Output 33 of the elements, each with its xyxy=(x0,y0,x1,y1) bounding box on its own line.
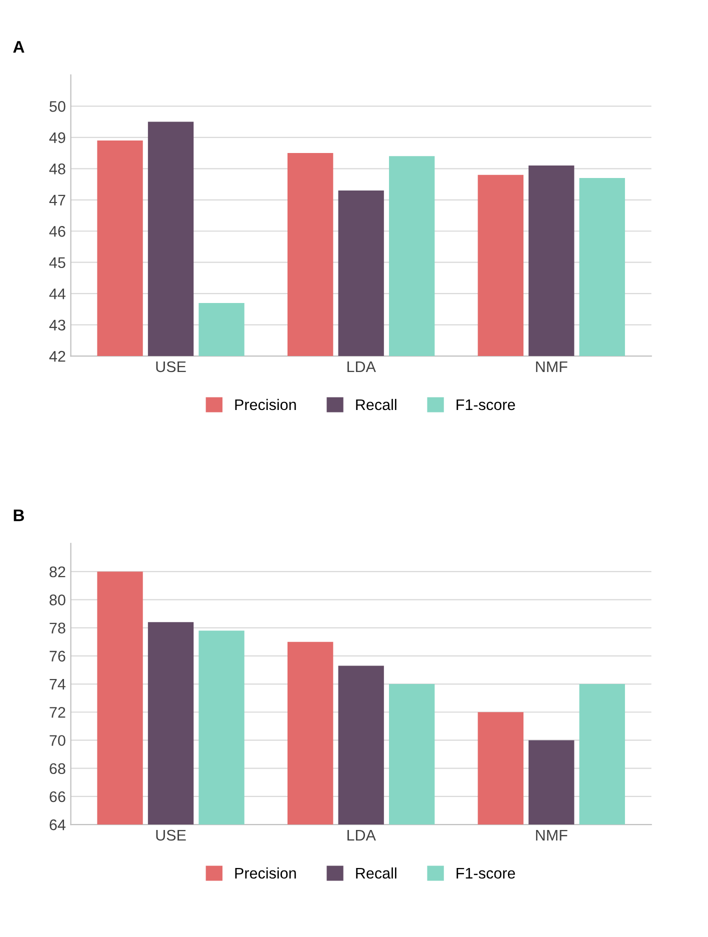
legend-label: Precision xyxy=(235,867,296,879)
y-tick-label: 72 xyxy=(50,706,66,718)
y-tick-label: 46 xyxy=(49,226,66,237)
y-tick-label: 50 xyxy=(50,101,66,112)
x-tick-label: USE xyxy=(156,361,186,372)
legend-label: Recall xyxy=(356,398,396,410)
y-tick-label: 78 xyxy=(50,622,66,634)
y-tick-label: 44 xyxy=(49,288,66,300)
chart-title: B xyxy=(14,510,24,522)
y-tick-label: 66 xyxy=(50,791,66,802)
x-tick-label: NMF xyxy=(536,361,568,372)
x-tick-label: USE xyxy=(156,830,186,841)
y-tick-label: 82 xyxy=(50,566,66,578)
y-tick-label: 48 xyxy=(49,164,66,174)
y-tick-label: 76 xyxy=(50,650,66,662)
legend-label: F1-score xyxy=(456,399,515,410)
y-tick-label: 49 xyxy=(49,132,66,144)
y-tick-label: 47 xyxy=(49,194,66,206)
x-tick-label: LDA xyxy=(347,361,376,372)
x-tick-label: LDA xyxy=(347,830,376,840)
x-tick-label: NMF xyxy=(536,830,568,840)
y-tick-label: 43 xyxy=(49,320,66,331)
legend-label: Precision xyxy=(235,398,296,410)
y-tick-label: 64 xyxy=(50,819,66,830)
y-tick-label: 45 xyxy=(49,257,66,268)
y-tick-label: 42 xyxy=(49,350,66,362)
legend-label: Recall xyxy=(356,867,396,879)
y-tick-label: 80 xyxy=(50,594,66,606)
legend-label: F1-score xyxy=(456,868,515,879)
y-tick-label: 68 xyxy=(50,763,66,774)
y-tick-label: 70 xyxy=(50,735,66,746)
y-tick-label: 74 xyxy=(50,679,66,690)
chart-title: A xyxy=(13,41,24,53)
